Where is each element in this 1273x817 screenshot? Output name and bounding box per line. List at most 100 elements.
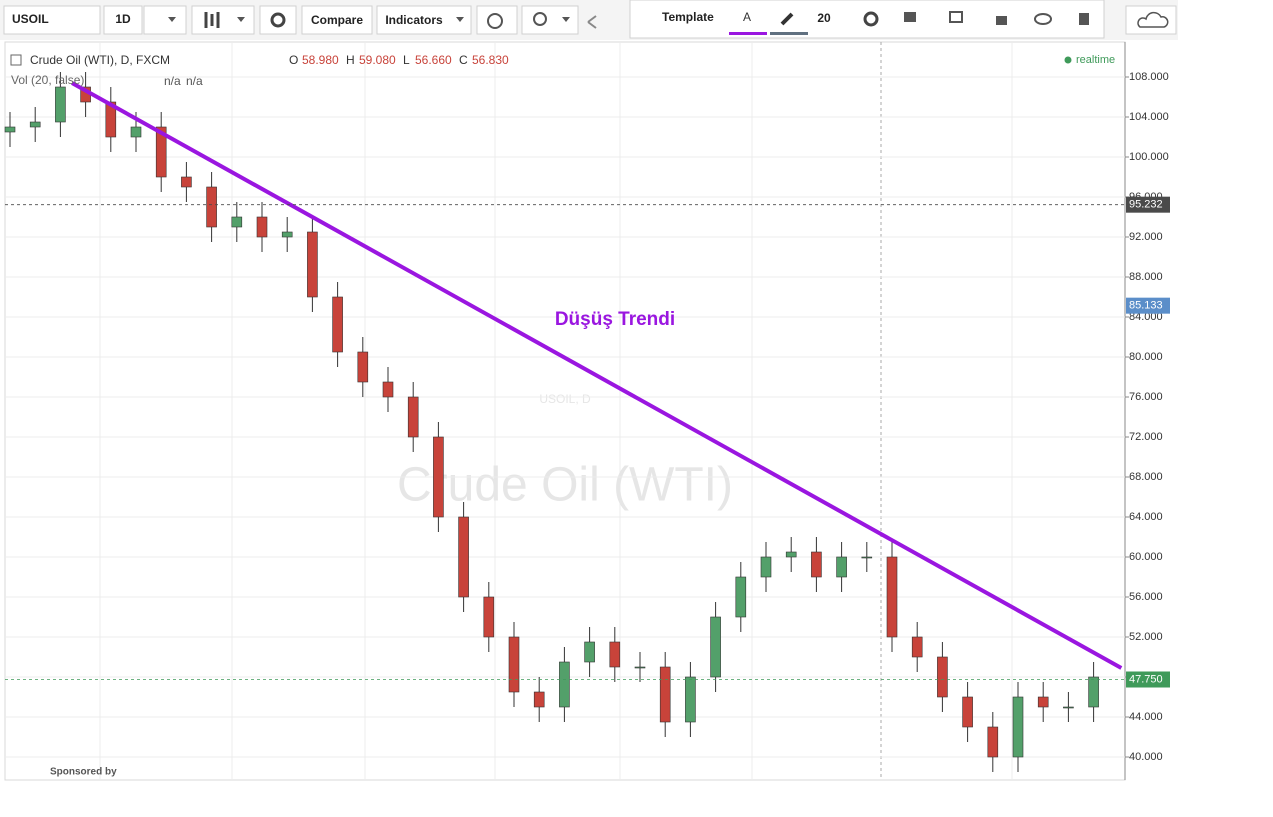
watermark-sub: Crude Oil (WTI) xyxy=(397,459,733,512)
candle-body xyxy=(1063,706,1074,709)
o-label: O xyxy=(289,53,298,67)
candle-body xyxy=(987,726,999,758)
alert-btn[interactable] xyxy=(476,5,518,35)
candle-body xyxy=(483,596,495,638)
clone-icon[interactable] xyxy=(949,11,963,23)
candle-body xyxy=(508,636,520,693)
gear-icon xyxy=(270,12,286,28)
candle-body xyxy=(105,101,117,138)
symbol-box[interactable] xyxy=(3,5,101,35)
bulb-icon xyxy=(533,12,547,26)
dropdown-icon xyxy=(237,17,245,22)
candle-body xyxy=(685,676,696,723)
candle-body xyxy=(155,126,167,178)
l-label: L xyxy=(403,53,410,67)
y-tick-label: 40.000 xyxy=(1129,751,1163,763)
price-tag-label: 95.232 xyxy=(1129,199,1163,211)
c-value: 56.830 xyxy=(472,53,509,67)
candle-body xyxy=(659,666,671,723)
candle-body xyxy=(130,126,142,138)
drawing-toolbar xyxy=(629,0,1105,39)
interval[interactable]: 1D xyxy=(115,12,131,26)
sponsor: Sponsored by xyxy=(50,767,117,778)
settings-btn[interactable] xyxy=(259,5,297,35)
y-tick-label: 84.000 xyxy=(1129,311,1163,323)
candle-body xyxy=(307,231,318,298)
candle-body xyxy=(407,396,419,438)
cloud-icon xyxy=(1137,11,1169,28)
candle-body xyxy=(1037,696,1049,708)
toolbar: USOIL 1D Compare Indicators Template A 2… xyxy=(0,0,1178,40)
template[interactable]: Template xyxy=(662,10,714,24)
candle-body xyxy=(559,661,570,708)
dropdown-icon xyxy=(456,17,464,22)
vol-label: Vol (20, false) xyxy=(11,73,84,87)
candle-body xyxy=(382,381,394,398)
candle-icon xyxy=(204,12,220,28)
pen-icon[interactable] xyxy=(780,12,794,26)
watermark: USOIL, D xyxy=(539,392,591,406)
y-tick-label: 80.000 xyxy=(1129,351,1163,363)
price-tag-label: 85.133 xyxy=(1129,300,1163,312)
text-tool-icon[interactable]: A xyxy=(743,10,751,24)
y-tick-label: 56.000 xyxy=(1129,591,1163,603)
candle-body xyxy=(1088,676,1099,708)
vol-b: n/a xyxy=(186,74,203,88)
candle-body xyxy=(206,186,217,228)
plot: 40.00044.00048.00052.00056.00060.00064.0… xyxy=(4,71,1170,772)
y-tick-label: 76.000 xyxy=(1129,391,1163,403)
collapse-icon[interactable] xyxy=(10,54,22,66)
realtime-dot xyxy=(1064,56,1072,64)
eye-icon[interactable] xyxy=(1034,13,1052,25)
vol-a: n/a xyxy=(164,74,181,88)
more-btn[interactable] xyxy=(143,5,187,35)
compare-btn[interactable] xyxy=(301,5,373,35)
chart-style-btn[interactable] xyxy=(191,5,255,35)
l-value: 56.660 xyxy=(415,53,452,67)
candle-body xyxy=(609,641,621,668)
y-tick-label: 92.000 xyxy=(1129,231,1163,243)
interval-btn[interactable] xyxy=(103,5,143,35)
text-color xyxy=(729,32,767,35)
candle-body xyxy=(1012,696,1024,758)
y-tick-label: 108.000 xyxy=(1129,71,1169,83)
trend-line xyxy=(71,81,1123,670)
candle-body xyxy=(735,576,747,618)
trash-icon[interactable] xyxy=(1079,13,1089,25)
candle-body xyxy=(962,696,973,728)
y-tick-label: 88.000 xyxy=(1129,271,1163,283)
candle-body xyxy=(861,556,873,559)
cloud-btn[interactable] xyxy=(1125,5,1177,35)
price-tag xyxy=(1126,297,1170,314)
candle-body xyxy=(836,556,847,578)
compare[interactable]: Compare xyxy=(311,13,363,27)
lock-icon[interactable] xyxy=(996,16,1007,25)
idea-btn[interactable] xyxy=(521,5,579,35)
indicators[interactable]: Indicators xyxy=(385,13,443,27)
symbol[interactable]: USOIL xyxy=(12,12,49,26)
candle-body xyxy=(811,551,822,578)
dropdown-icon xyxy=(168,17,176,22)
candle-body xyxy=(584,641,595,663)
h-label: H xyxy=(346,53,355,67)
legend-title: Crude Oil (WTI), D, FXCM xyxy=(30,53,170,67)
gear-icon[interactable] xyxy=(863,11,879,27)
pen-color xyxy=(770,32,808,35)
candle-body xyxy=(357,351,369,383)
candle-body xyxy=(634,666,646,669)
y-tick-label: 52.000 xyxy=(1129,631,1163,643)
h-value: 59.080 xyxy=(359,53,396,67)
y-tick-label: 72.000 xyxy=(1129,431,1163,443)
candle-body xyxy=(937,656,948,698)
o-value: 58.980 xyxy=(302,53,339,67)
y-tick-label: 104.000 xyxy=(1129,111,1169,123)
undo-icon[interactable] xyxy=(587,15,597,29)
indicators-btn[interactable] xyxy=(376,5,472,35)
y-tick-label: 68.000 xyxy=(1129,471,1163,483)
candle-body xyxy=(29,121,41,128)
line-width[interactable]: 20 xyxy=(817,11,831,25)
layer-icon[interactable] xyxy=(904,12,916,22)
y-tick-label: 44.000 xyxy=(1129,711,1163,723)
candle-body xyxy=(785,551,797,558)
